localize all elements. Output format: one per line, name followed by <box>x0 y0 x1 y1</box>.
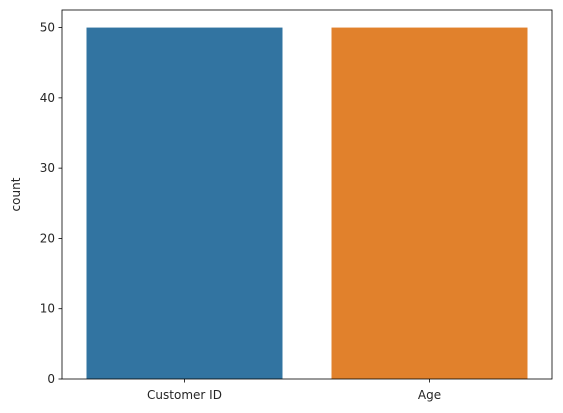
y-tick-label: 10 <box>40 302 55 316</box>
y-tick-label: 30 <box>40 161 55 175</box>
y-axis-label: count <box>9 177 23 211</box>
y-axis-ticks: 0 10 20 30 40 50 <box>40 21 62 386</box>
y-tick-label: 0 <box>47 372 55 386</box>
y-tick-label: 40 <box>40 91 55 105</box>
bars-group <box>86 27 528 379</box>
x-tick-label: Age <box>418 388 441 402</box>
plot-frame <box>61 9 553 380</box>
bar-age <box>331 27 528 379</box>
x-axis-ticks: Customer ID Age <box>147 379 441 402</box>
y-tick-label: 50 <box>40 21 55 35</box>
x-tick-label: Customer ID <box>147 388 222 402</box>
bar-customer-id <box>86 27 283 379</box>
y-tick-label: 20 <box>40 231 55 245</box>
